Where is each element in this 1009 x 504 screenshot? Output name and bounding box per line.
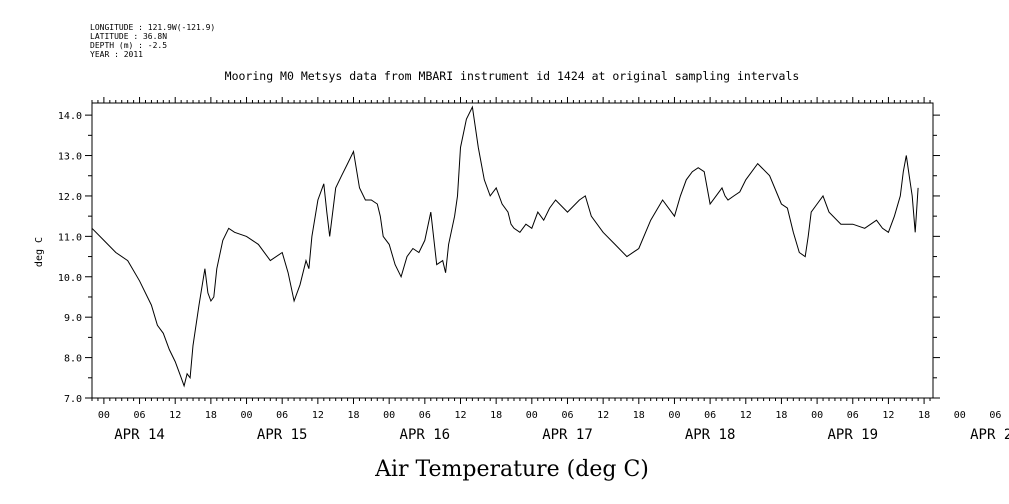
day-labels: APR 14 APR 15 APR 16 APR 17 APR 18 APR 19 APR … <box>114 427 1009 443</box>
y-tick-labels: 7.0 8.0 9.0 10.0 11.0 12.0 13.0 14.0 <box>58 111 82 405</box>
day-label: APR 16 <box>400 427 451 443</box>
x-tick-label: 00 <box>98 410 110 421</box>
day-label: APR 19 <box>827 427 878 443</box>
x-tick-label: 18 <box>490 410 502 421</box>
y-tick-label: 7.0 <box>64 394 82 405</box>
x-tick-label: 00 <box>811 410 823 421</box>
x-tick-label: 00 <box>668 410 680 421</box>
x-tick-label: 06 <box>561 410 573 421</box>
x-tick-label: 18 <box>918 410 930 421</box>
y-tick-label: 8.0 <box>64 354 82 365</box>
axis-ticks <box>85 97 940 404</box>
x-tick-label: 00 <box>383 410 395 421</box>
x-tick-label: 12 <box>454 410 466 421</box>
x-tick-labels: 00 06 12 18 00 06 12 18 00 06 12 18 00 06 12 18 00 06 12 18… <box>98 410 1002 421</box>
day-label: APR 15 <box>257 427 308 443</box>
x-tick-label: 00 <box>241 410 253 421</box>
y-tick-label: 9.0 <box>64 313 82 324</box>
x-tick-label: 12 <box>169 410 181 421</box>
depth-text: DEPTH (m) : -2.5 <box>90 41 167 50</box>
y-tick-label: 13.0 <box>58 152 82 163</box>
y-tick-label: 10.0 <box>58 273 82 284</box>
day-label: APR 14 <box>114 427 165 443</box>
temperature-series-line <box>91 105 919 388</box>
day-label: APR 17 <box>542 427 593 443</box>
plot-frame <box>91 102 934 399</box>
x-tick-label: 18 <box>347 410 359 421</box>
day-label: APR 20 <box>970 427 1009 443</box>
header-info: LONGITUDE : 121.9W(-121.9) LATITUDE : 36… <box>90 23 215 59</box>
x-tick-label: 06 <box>419 410 431 421</box>
year-text: YEAR : 2011 <box>90 50 143 59</box>
x-tick-label: 12 <box>882 410 894 421</box>
y-axis-label: deg C <box>34 237 45 267</box>
y-tick-label: 14.0 <box>58 111 82 122</box>
x-tick-label: 12 <box>740 410 752 421</box>
x-tick-label: 06 <box>276 410 288 421</box>
x-tick-label: 06 <box>134 410 146 421</box>
y-tick-label: 11.0 <box>58 232 82 243</box>
bottom-title: Air Temperature (deg C) <box>374 457 649 482</box>
x-tick-label: 12 <box>597 410 609 421</box>
x-tick-label: 12 <box>312 410 324 421</box>
latitude-text: LATITUDE : 36.8N <box>90 32 167 41</box>
x-tick-label: 06 <box>847 410 859 421</box>
x-tick-label: 18 <box>775 410 787 421</box>
day-label: APR 18 <box>685 427 736 443</box>
y-tick-label: 12.0 <box>58 192 82 203</box>
chart-title: Mooring M0 Metsys data from MBARI instru… <box>225 69 800 83</box>
x-tick-label: 00 <box>954 410 966 421</box>
x-tick-label: 00 <box>526 410 538 421</box>
x-tick-label: 06 <box>989 410 1001 421</box>
x-tick-label: 06 <box>704 410 716 421</box>
longitude-text: LONGITUDE : 121.9W(-121.9) <box>90 23 215 32</box>
x-tick-label: 18 <box>633 410 645 421</box>
x-tick-label: 18 <box>205 410 217 421</box>
